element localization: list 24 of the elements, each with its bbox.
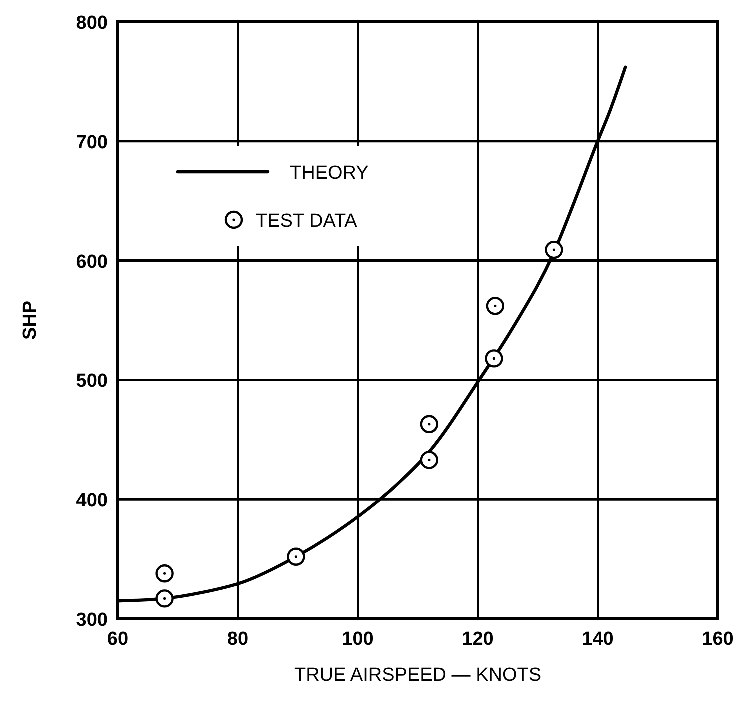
y-tick-label: 500 xyxy=(76,371,108,392)
legend-label: THEORY xyxy=(290,163,370,184)
point xyxy=(486,297,504,316)
x-tick-label: 120 xyxy=(462,629,494,650)
y-tick-label: 800 xyxy=(76,13,108,34)
x-tick-label: 60 xyxy=(107,629,129,650)
point xyxy=(156,564,174,583)
x-axis-title: TRUE AIRSPEED — KNOTS xyxy=(294,665,542,686)
x-tick-label: 100 xyxy=(342,629,374,650)
legend-label: TEST DATA xyxy=(256,211,358,232)
point xyxy=(287,548,306,566)
y-tick-label: 400 xyxy=(76,490,108,512)
point xyxy=(545,240,564,260)
point xyxy=(420,415,438,434)
y-tick-label: 700 xyxy=(76,132,108,154)
y-tick-label: 600 xyxy=(76,252,108,273)
x-tick-label: 160 xyxy=(702,629,734,650)
point xyxy=(485,350,504,368)
point xyxy=(420,451,438,470)
x-tick-label: 80 xyxy=(227,629,249,650)
point xyxy=(156,590,174,608)
x-tick-label: 140 xyxy=(582,629,614,650)
y-axis-title: SHP xyxy=(20,300,41,340)
y-tick-label: 300 xyxy=(76,610,108,631)
